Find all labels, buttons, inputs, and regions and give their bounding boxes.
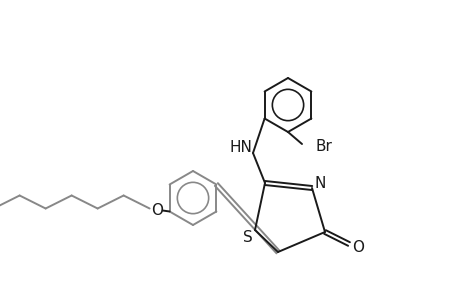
Text: N: N bbox=[313, 176, 325, 190]
Text: O: O bbox=[151, 203, 163, 218]
Text: O: O bbox=[351, 241, 363, 256]
Text: S: S bbox=[243, 230, 252, 245]
Text: Br: Br bbox=[315, 139, 332, 154]
Text: HN: HN bbox=[229, 140, 252, 154]
